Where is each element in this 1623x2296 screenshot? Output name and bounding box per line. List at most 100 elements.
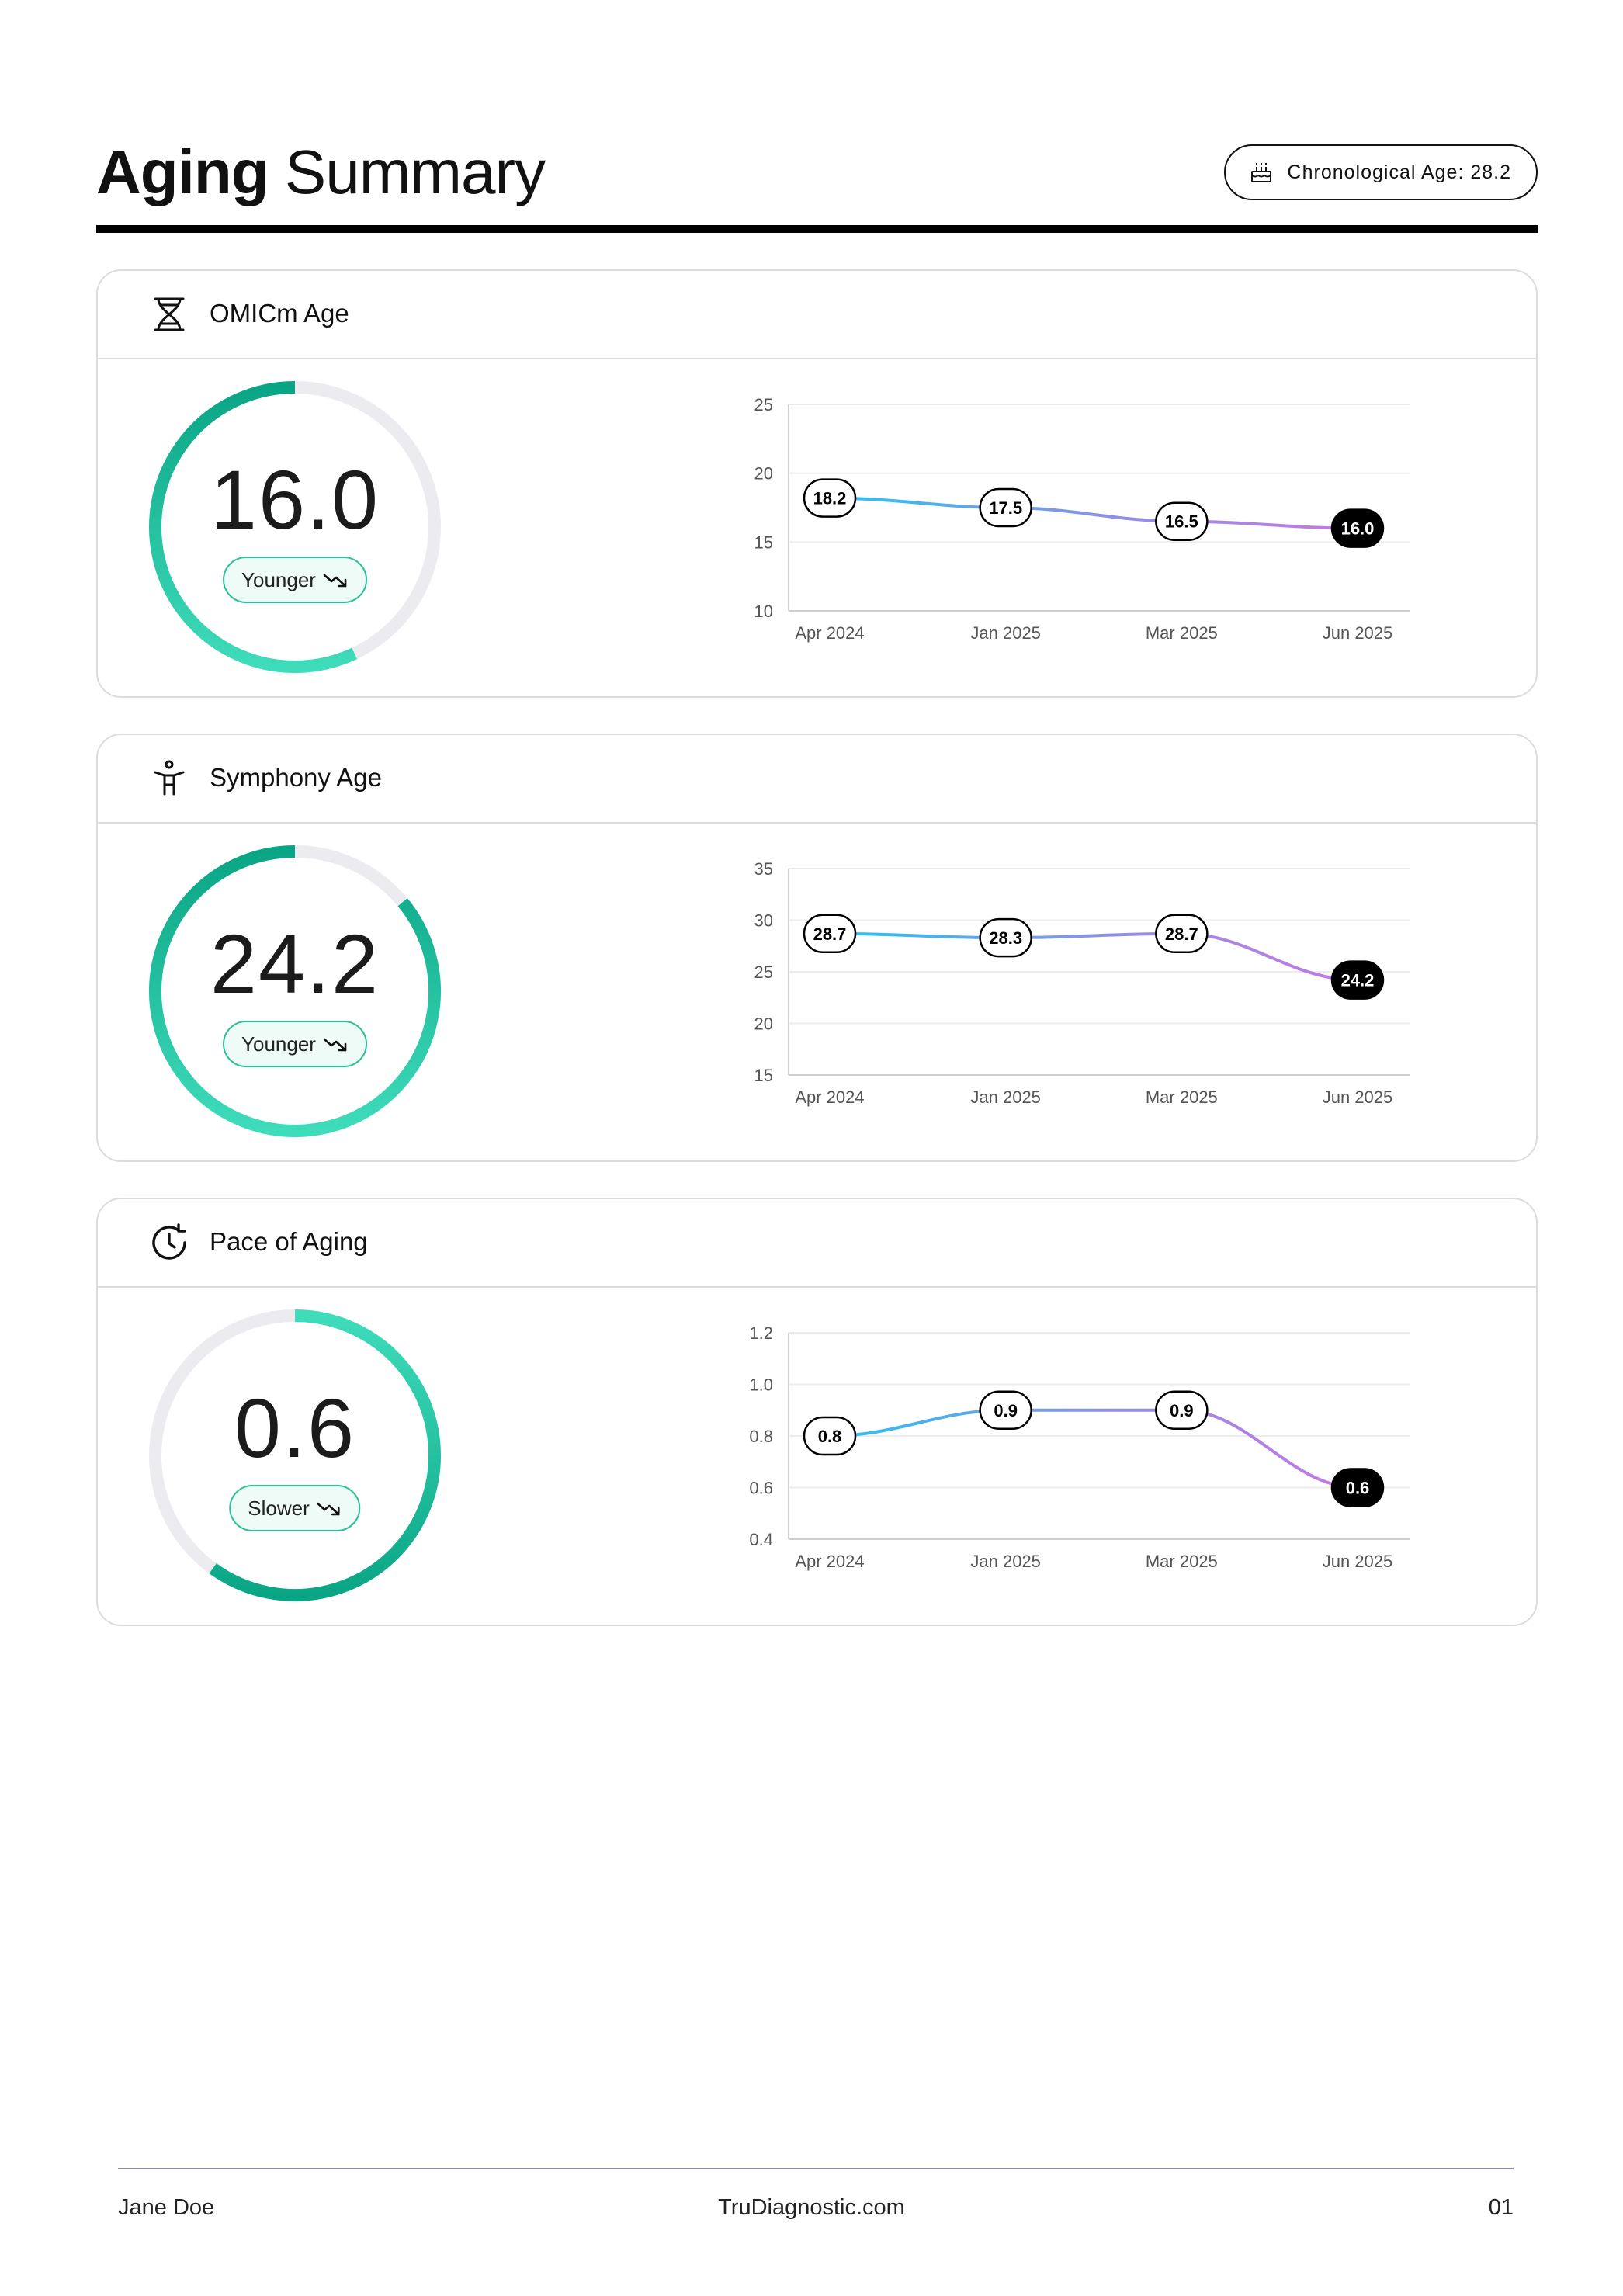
data-label: 0.6 [1346, 1479, 1370, 1498]
clock-rotate-icon [152, 1223, 186, 1260]
line-chart: 35 30 25 20 15 Apr 2024 Jan 2025 Mar 2025 Jun 20… [754, 859, 1410, 1107]
header-divider [96, 225, 1538, 233]
data-label: 28.7 [1165, 924, 1198, 944]
y-tick-label: 25 [754, 395, 773, 414]
card-header: Pace of Aging [98, 1199, 1536, 1288]
y-tick-label: 20 [754, 1014, 773, 1034]
gauge-ring [149, 381, 441, 673]
data-point [803, 1416, 857, 1456]
x-tick-label: Mar 2025 [1146, 1552, 1218, 1571]
omicm-age-gauge: 16.0 Younger [147, 380, 442, 675]
data-point [1330, 508, 1385, 548]
pace-of-aging-chart: 1.2 1.0 0.8 0.6 0.4 Apr 2024 Jan 2025 Mar 2025 J… [734, 1316, 1433, 1603]
y-tick-label: 25 [754, 962, 773, 982]
data-point [803, 914, 857, 954]
data-label: 24.2 [1341, 971, 1375, 990]
x-tick-label: Apr 2024 [795, 1552, 864, 1571]
trend-down-icon [323, 574, 347, 588]
status-badge: Younger [223, 1021, 367, 1067]
gauge-value: 0.6 [234, 1381, 356, 1475]
data-label: 28.7 [813, 924, 847, 944]
series-line [829, 931, 1358, 982]
pace-of-aging-card: Pace of Aging 0.6 Slower 1.2 1.0 0.8 0.6 0.4… [96, 1198, 1538, 1626]
card-title: Pace of Aging [210, 1227, 368, 1256]
status-badge: Slower [229, 1485, 361, 1531]
footer-site: TruDiagnostic.com [718, 2195, 905, 2220]
card-header: Symphony Age [98, 735, 1536, 824]
y-tick-label: 30 [754, 911, 773, 931]
data-label: 17.5 [989, 498, 1022, 518]
line-chart: 1.2 1.0 0.8 0.6 0.4 Apr 2024 Jan 2025 Mar 2025 J… [749, 1323, 1410, 1571]
y-tick-label: 15 [754, 532, 773, 552]
x-tick-label: Jan 2025 [970, 1552, 1041, 1571]
data-label: 18.2 [813, 489, 847, 508]
y-tick-label: 15 [754, 1066, 773, 1085]
data-label: 0.9 [1170, 1401, 1194, 1420]
series-line [829, 1408, 1358, 1490]
symphony-age-card: Symphony Age 24.2 Younger 35 30 25 20 15 Apr … [96, 734, 1538, 1162]
x-tick-label: Apr 2024 [795, 623, 864, 643]
data-label: 28.3 [989, 928, 1022, 948]
symphony-age-chart: 35 30 25 20 15 Apr 2024 Jan 2025 Mar 2025 Jun 20… [734, 851, 1433, 1139]
card-title: Symphony Age [210, 763, 382, 792]
x-tick-label: Mar 2025 [1146, 623, 1218, 643]
x-tick-label: Jan 2025 [970, 623, 1041, 643]
gauge-ring [149, 1309, 441, 1601]
card-title: OMICm Age [210, 299, 349, 328]
page-title-light: Summary [284, 137, 546, 206]
footer-name: Jane Doe [118, 2195, 215, 2220]
data-label: 16.5 [1165, 512, 1198, 532]
data-point [1155, 914, 1209, 954]
data-label: 16.0 [1341, 519, 1375, 539]
data-point [1330, 960, 1385, 1000]
status-label: Younger [241, 1032, 316, 1056]
data-point [979, 1390, 1032, 1430]
x-tick-label: Jun 2025 [1323, 623, 1393, 643]
trend-down-icon [317, 1502, 341, 1516]
pace-of-aging-gauge: 0.6 Slower [147, 1308, 442, 1603]
x-tick-label: Jun 2025 [1323, 1552, 1393, 1571]
symphony-age-gauge: 24.2 Younger [147, 844, 442, 1139]
data-point [803, 478, 857, 518]
y-tick-label: 10 [754, 602, 773, 621]
gauge-value: 24.2 [210, 917, 380, 1011]
status-label: Younger [241, 567, 316, 591]
card-header: OMICm Age [98, 271, 1536, 359]
omicm-age-chart: 25 20 15 10 Apr 2024 Jan 2025 Mar 2025 Jun 2025… [734, 387, 1433, 675]
data-label: 0.8 [818, 1427, 842, 1446]
y-tick-label: 35 [754, 859, 773, 879]
chronological-age-label: Chronological Age: 28.2 [1287, 161, 1511, 183]
y-tick-label: 0.4 [749, 1530, 773, 1549]
data-point [1155, 501, 1209, 541]
y-tick-label: 0.8 [749, 1427, 773, 1446]
data-point [1155, 1390, 1209, 1430]
gauge-value: 16.0 [210, 453, 380, 546]
page-number: 01 [1488, 2195, 1514, 2220]
series-line [829, 496, 1358, 530]
dna-icon [154, 297, 185, 331]
y-tick-label: 1.0 [749, 1375, 773, 1395]
y-tick-label: 20 [754, 464, 773, 484]
page-title-bold: Aging [96, 137, 269, 206]
omicm-age-card: OMICm Age 16.0 Younger 25 20 15 10 Apr 2024 J… [96, 269, 1538, 698]
data-point [979, 487, 1032, 528]
gauge-progress-arc [149, 381, 358, 673]
y-tick-label: 0.6 [749, 1479, 773, 1498]
page-header: Aging Summary Chronological Age: 28.2 [96, 124, 1538, 233]
gauge-progress-arc [149, 845, 441, 1137]
line-chart: 25 20 15 10 Apr 2024 Jan 2025 Mar 2025 Jun 2025… [754, 395, 1410, 643]
gauge-progress-arc [209, 1309, 441, 1601]
data-label: 0.9 [994, 1401, 1018, 1420]
y-tick-label: 1.2 [749, 1323, 773, 1343]
status-badge: Younger [223, 557, 367, 603]
trend-down-icon [323, 1038, 347, 1052]
status-label: Slower [248, 1496, 310, 1520]
accessibility-person-icon [154, 760, 185, 796]
data-point [1330, 1468, 1385, 1507]
x-tick-label: Mar 2025 [1146, 1087, 1218, 1107]
x-tick-label: Jun 2025 [1323, 1087, 1393, 1107]
footer-divider [118, 2168, 1514, 2169]
data-point [979, 917, 1032, 958]
chronological-age-badge: Chronological Age: 28.2 [1223, 144, 1538, 200]
gauge-ring [149, 845, 441, 1137]
